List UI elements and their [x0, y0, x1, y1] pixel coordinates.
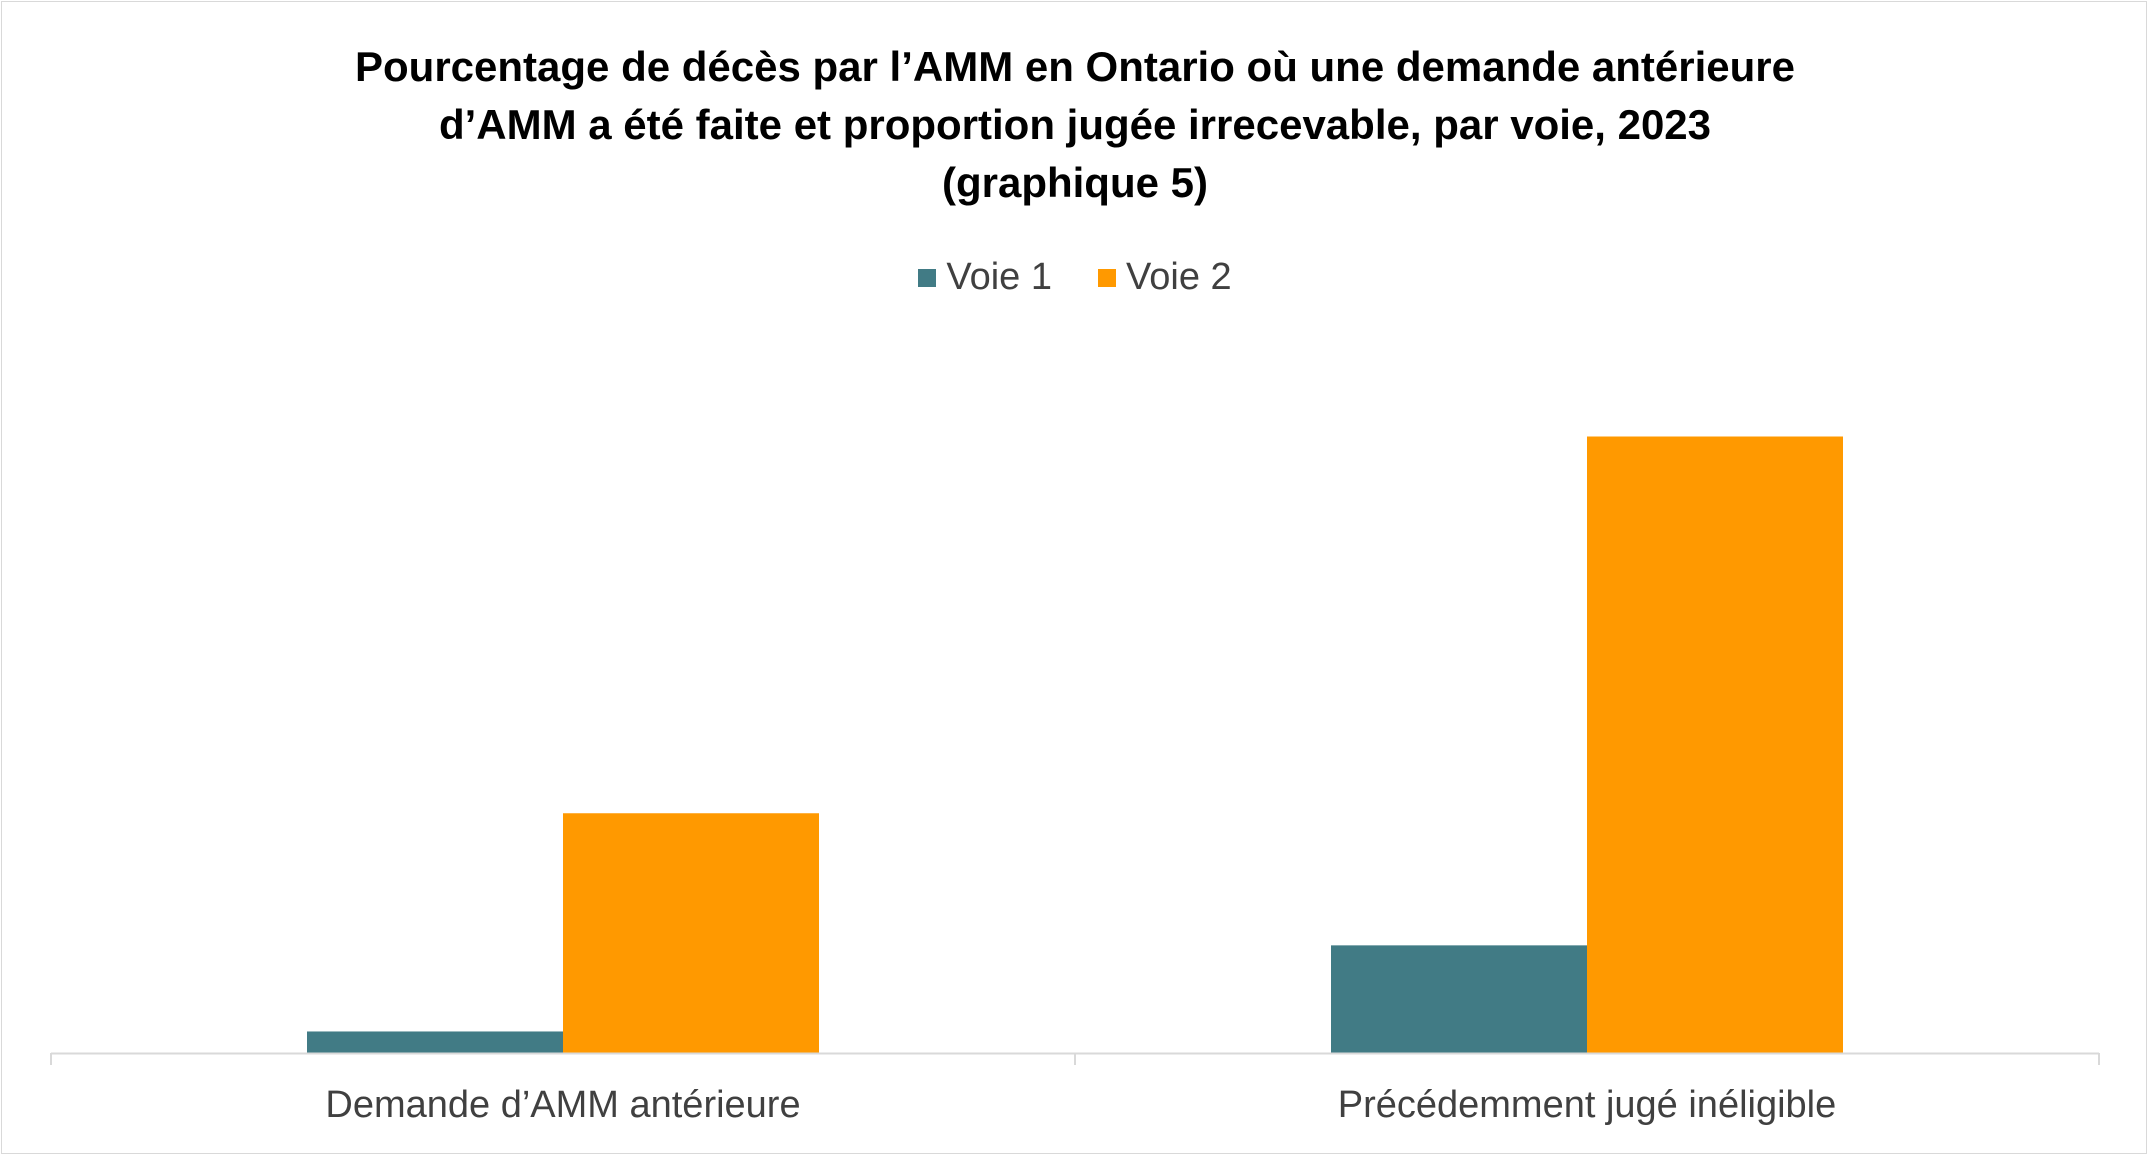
legend-swatch-voie-1: [918, 268, 937, 287]
chart-legend: Voie 1 Voie 2: [0, 256, 2150, 299]
category-label-1: Demande d’AMM antérieure: [325, 1084, 800, 1126]
bar-2-1: [563, 813, 819, 1053]
chart-title-line-3: (graphique 5): [941, 159, 1208, 206]
legend-label-voie-1: Voie 1: [946, 256, 1052, 298]
legend-label-voie-2: Voie 2: [1126, 256, 1232, 298]
category-label-2: Précédemment jugé inéligible: [1338, 1084, 1837, 1126]
bar-1-2: [1331, 945, 1587, 1053]
bar-2-2: [1587, 436, 1843, 1053]
chart-title: Pourcentage de décès par l’AMM en Ontari…: [0, 38, 2150, 212]
bar-1-1: [307, 1031, 563, 1053]
chart-title-line-2: d’AMM a été faite et proportion jugée ir…: [438, 101, 1712, 148]
legend-swatch-voie-2: [1098, 268, 1116, 287]
legend-item-voie-1: Voie 1: [918, 256, 1052, 299]
chart-title-line-1: Pourcentage de décès par l’AMM en Ontari…: [355, 43, 1795, 90]
legend-item-voie-2: Voie 2: [1098, 256, 1232, 299]
